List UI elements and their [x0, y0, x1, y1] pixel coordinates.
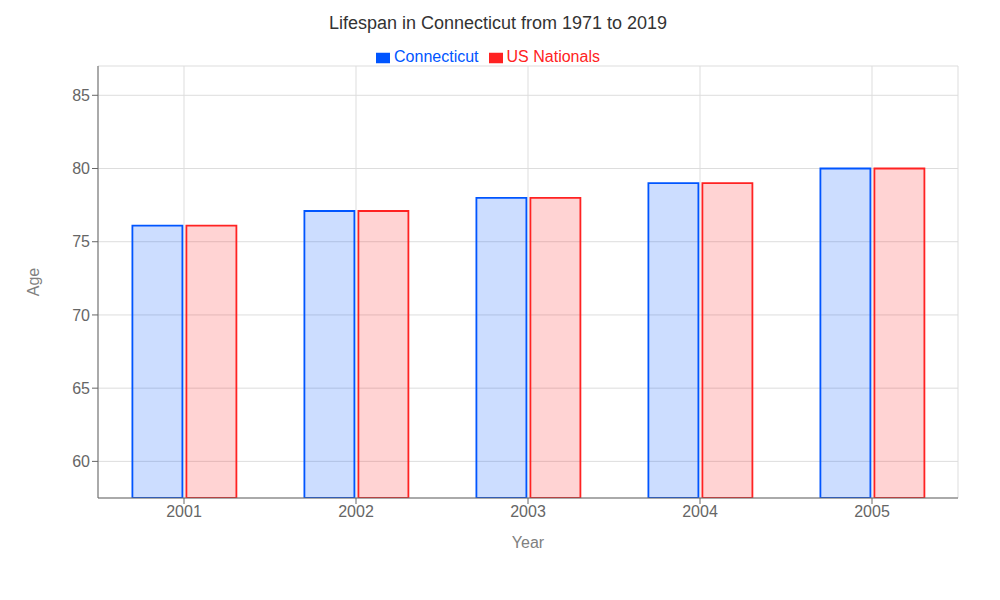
svg-text:2004: 2004 — [682, 503, 718, 520]
svg-text:65: 65 — [72, 380, 90, 397]
svg-text:2005: 2005 — [854, 503, 890, 520]
svg-text:2001: 2001 — [166, 503, 202, 520]
html-text:Connecticut: Connecticut — [394, 48, 479, 65]
svg-text:2003: 2003 — [510, 503, 546, 520]
svg-text:80: 80 — [72, 160, 90, 177]
svg-text:85: 85 — [72, 87, 90, 104]
html-text:US Nationals: US Nationals — [506, 48, 600, 65]
svg-text:60: 60 — [72, 453, 90, 470]
svg-text:70: 70 — [72, 307, 90, 324]
svg-text:Year: Year — [512, 534, 545, 551]
html-text:Lifespan in Connecticut from 1: Lifespan in Connecticut from 1971 to 201… — [328, 13, 668, 33]
svg-text:Age: Age — [25, 268, 42, 297]
svg-text:2002: 2002 — [338, 503, 374, 520]
svg-text:75: 75 — [72, 233, 90, 250]
